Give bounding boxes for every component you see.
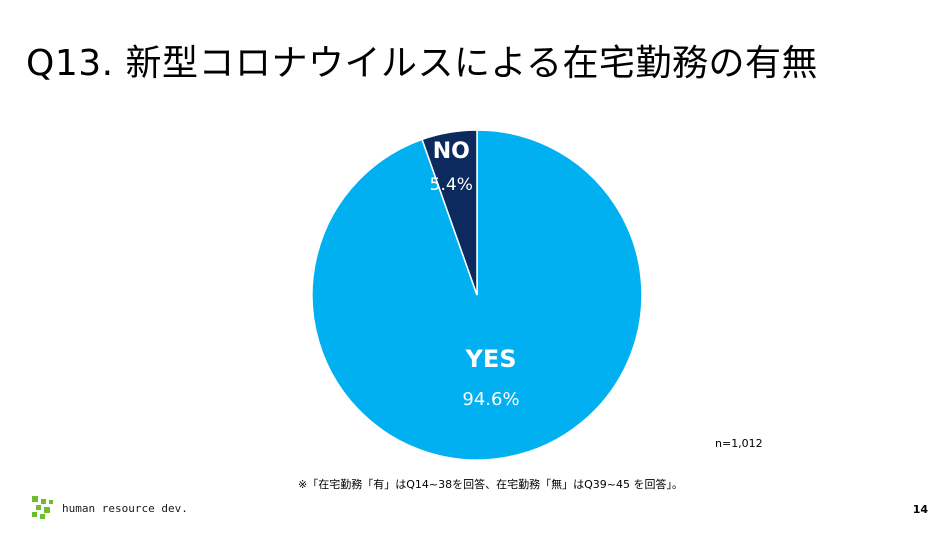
category-label-no: NO	[433, 139, 470, 164]
pie-slice-no	[421, 129, 478, 296]
slide-title: Q13. 新型コロナウイルスによる在宅勤務の有無	[26, 43, 818, 84]
sample-size-label: n=1,012	[715, 437, 763, 450]
value-label-no: 5.4%	[430, 175, 473, 195]
value-label-yes: 94.6%	[462, 389, 519, 410]
company-logo: human resource dev.	[30, 492, 188, 524]
category-label-yes: YES	[464, 345, 516, 373]
logo-mark-icon	[32, 496, 53, 519]
page-number: 14	[912, 503, 928, 516]
footnote: ※「在宅勤務「有」はQ14~38を回答、在宅勤務「無」はQ39~45 を回答」。	[298, 478, 683, 491]
logo-text: human resource dev.	[62, 501, 188, 515]
